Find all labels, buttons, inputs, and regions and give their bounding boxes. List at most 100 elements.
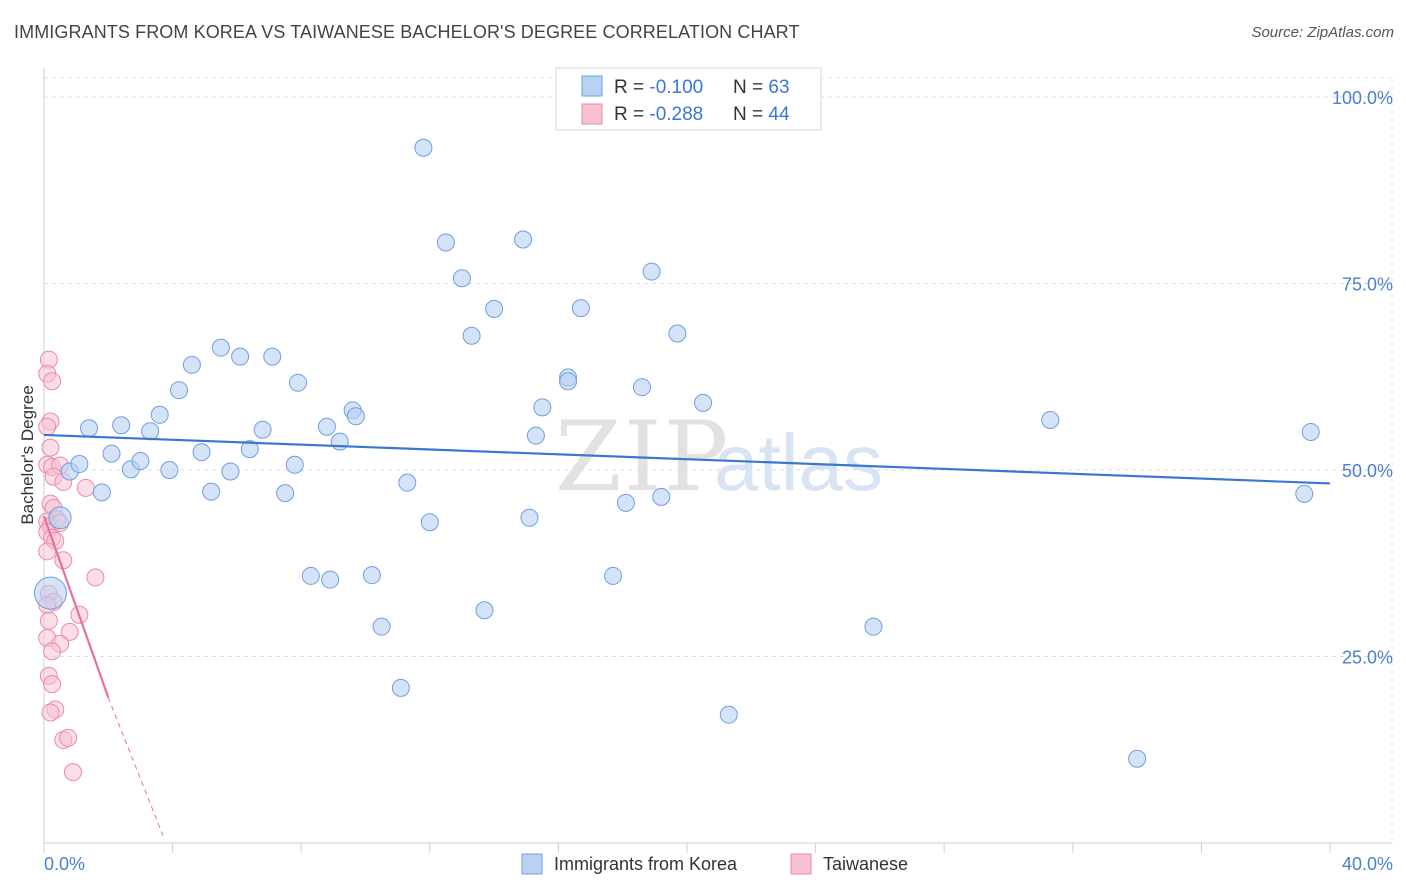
korea-point	[202, 482, 221, 501]
korea-point	[436, 233, 455, 252]
korea-point	[112, 416, 131, 435]
taiwanese-point	[86, 568, 105, 587]
r-label: R =	[614, 104, 649, 125]
korea-point	[372, 617, 391, 636]
taiwanese-point	[76, 478, 95, 497]
y-axis-label: Bachelor's Degree	[18, 385, 37, 524]
taiwanese-point	[60, 622, 79, 641]
korea-point	[276, 484, 295, 503]
korea-point	[533, 398, 552, 417]
korea-point	[520, 508, 539, 527]
taiwanese-swatch	[581, 103, 603, 125]
korea-point	[221, 462, 240, 481]
korea-point	[211, 338, 230, 357]
korea-point	[317, 417, 336, 436]
korea-points	[33, 138, 1320, 768]
korea-point	[141, 422, 160, 441]
taiwanese-point	[43, 642, 62, 661]
korea-point	[559, 372, 578, 391]
r-value: -0.100	[649, 77, 703, 98]
y-tick-label: 25.0%	[1342, 648, 1393, 668]
bottom-legend: Immigrants from Korea Taiwanese	[521, 853, 908, 875]
korea-point	[1128, 749, 1147, 768]
korea-point	[719, 705, 738, 724]
korea-point	[92, 483, 111, 502]
r-value: -0.288	[649, 104, 703, 125]
korea-point	[1041, 411, 1060, 430]
taiwanese-point	[59, 728, 78, 747]
korea-point	[414, 138, 433, 157]
korea-point	[182, 355, 201, 374]
korea-point	[321, 570, 340, 589]
korea-point	[150, 405, 169, 424]
korea-point	[462, 326, 481, 345]
korea-point	[452, 269, 471, 288]
n-value: 63	[768, 77, 789, 98]
taiwanese-point	[41, 438, 60, 457]
korea-point	[475, 601, 494, 620]
korea-point	[864, 617, 883, 636]
taiwanese-trend-extension	[107, 697, 164, 836]
stats-row-taiwanese: R = -0.288 N = 44	[614, 104, 790, 125]
korea-point	[131, 452, 150, 471]
stats-legend: R = -0.100 N = 63 R = -0.288 N = 44	[555, 67, 822, 131]
n-value: 44	[768, 104, 790, 125]
y-tick-label: 75.0%	[1342, 275, 1393, 295]
n-label: N =	[733, 77, 768, 98]
korea-point	[192, 443, 211, 462]
korea-point	[604, 566, 623, 585]
trend-lines	[42, 433, 1331, 836]
x-tick-labels: 0.0% 40.0%	[44, 854, 1393, 874]
korea-point	[1301, 422, 1320, 441]
korea-point	[652, 487, 671, 506]
korea-point	[485, 299, 504, 318]
taiwanese-point	[38, 417, 57, 436]
korea-point	[102, 444, 121, 463]
korea-point	[514, 230, 533, 249]
r-label: R =	[614, 77, 649, 98]
korea-point	[668, 324, 687, 343]
stats-row-korea: R = -0.100 N = 63	[614, 77, 790, 98]
x-tick-label: 40.0%	[1342, 854, 1393, 874]
korea-point	[391, 678, 410, 697]
korea-point	[330, 432, 349, 451]
source-label: Source: ZipAtlas.com	[1251, 24, 1394, 41]
korea-point	[288, 373, 307, 392]
chart-title: IMMIGRANTS FROM KOREA VS TAIWANESE BACHE…	[14, 22, 800, 42]
y-tick-labels: 100.0% 75.0% 50.0% 25.0%	[1332, 88, 1393, 668]
korea-point	[346, 407, 365, 426]
korea-point	[632, 378, 651, 397]
taiwanese-points	[38, 350, 105, 782]
korea-point	[33, 576, 67, 610]
korea-swatch	[581, 75, 603, 97]
y-tick-label: 50.0%	[1342, 461, 1393, 481]
korea-point	[70, 455, 89, 474]
korea-point	[48, 506, 72, 530]
taiwanese-point	[41, 703, 60, 722]
korea-point	[240, 440, 259, 459]
korea-point	[571, 299, 590, 318]
x-tick-label: 0.0%	[44, 854, 85, 874]
korea-point	[1295, 484, 1314, 503]
legend-taiwanese-swatch	[790, 853, 812, 875]
legend-taiwanese-label: Taiwanese	[823, 854, 908, 874]
n-label: N =	[733, 104, 768, 125]
korea-point	[362, 566, 381, 585]
korea-point	[285, 455, 304, 474]
taiwanese-point	[43, 675, 62, 694]
korea-point	[170, 381, 189, 400]
korea-point	[642, 262, 661, 281]
legend-korea-label: Immigrants from Korea	[554, 854, 738, 874]
taiwanese-point	[39, 611, 58, 630]
korea-point	[253, 420, 272, 439]
taiwanese-point	[43, 372, 62, 391]
taiwanese-point	[63, 763, 82, 782]
korea-point	[80, 419, 99, 438]
korea-point	[301, 566, 320, 585]
korea-point	[160, 461, 179, 479]
korea-point	[420, 513, 439, 532]
korea-point	[616, 493, 635, 512]
korea-trend-line	[43, 433, 1331, 485]
korea-point	[526, 426, 545, 445]
